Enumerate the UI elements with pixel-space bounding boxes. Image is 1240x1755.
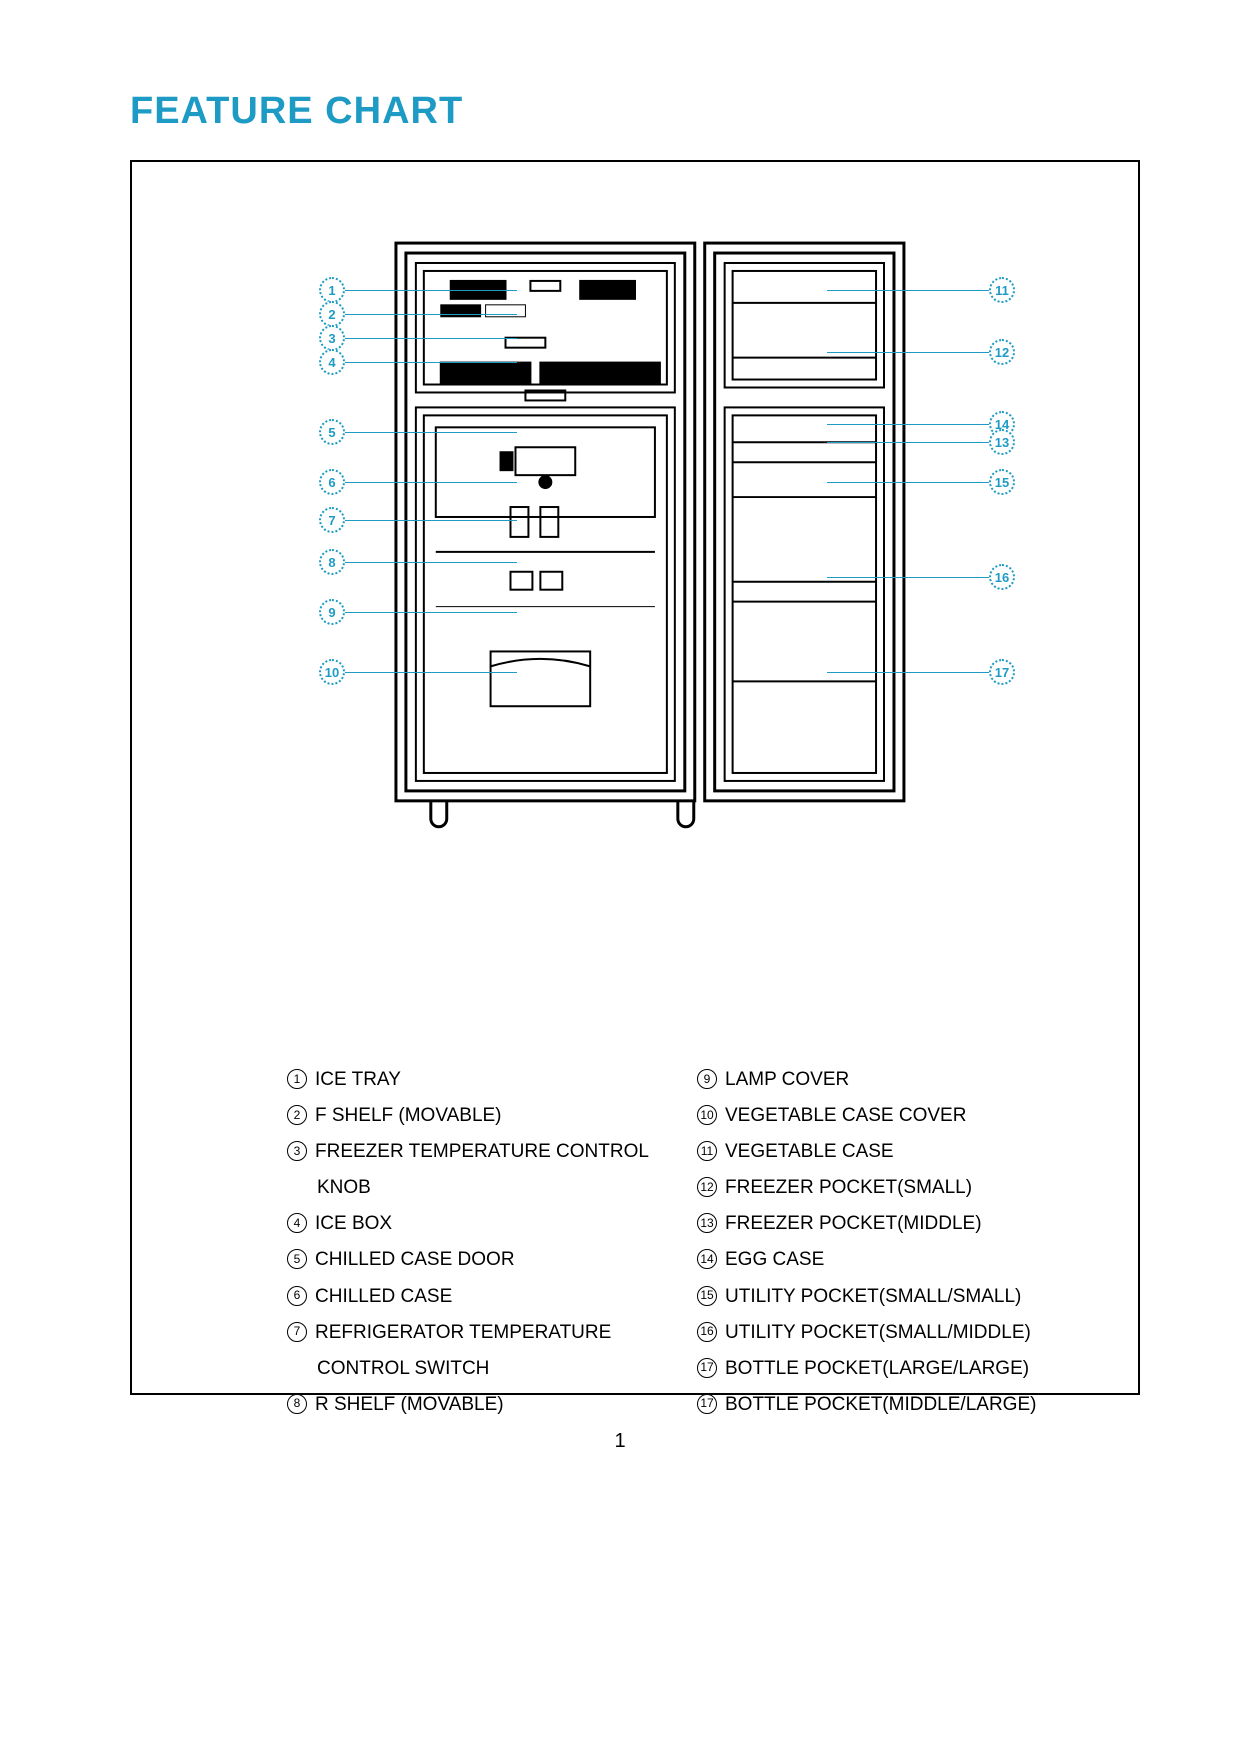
leader-line [345,520,517,521]
legend-item: 2 F SHELF (MOVABLE) [287,1098,657,1134]
callout-3: 3 [319,325,345,351]
callout-13: 13 [989,429,1015,455]
legend-text: FREEZER POCKET(SMALL) [725,1170,1067,1206]
legend-text: F SHELF (MOVABLE) [315,1098,657,1134]
legend-text: EGG CASE [725,1242,1067,1278]
legend-number: 2 [287,1105,307,1125]
leader-line [827,352,989,353]
legend-text: R SHELF (MOVABLE) [315,1387,657,1423]
callout-11: 11 [989,277,1015,303]
callout-7: 7 [319,507,345,533]
page-number: 1 [0,1430,1240,1453]
callout-15: 15 [989,469,1015,495]
legend-number: 10 [697,1105,717,1125]
legend-text: UTILITY POCKET(SMALL/MIDDLE) [725,1315,1067,1351]
legend-item: 10 VEGETABLE CASE COVER [697,1098,1067,1134]
page: FEATURE CHART [0,0,1240,1755]
leader-line [345,482,517,483]
legend-text-cont: KNOB [287,1170,657,1206]
legend-column-left: 1 ICE TRAY 2 F SHELF (MOVABLE) 3 FREEZER TEMP… [287,1062,657,1423]
callout-6: 6 [319,469,345,495]
legend-text: REFRIGERATOR TEMPERATURE [315,1315,657,1351]
legend-number: 17 [697,1394,717,1414]
legend-item: 1 ICE TRAY [287,1062,657,1098]
legend-number: 6 [287,1286,307,1306]
legend-text-cont: CONTROL SWITCH [287,1351,657,1387]
legend-item: 5 CHILLED CASE DOOR [287,1242,657,1278]
leader-line [827,577,989,578]
legend-number: 14 [697,1249,717,1269]
legend-number: 12 [697,1177,717,1197]
legend-item: 15 UTILITY POCKET(SMALL/SMALL) [697,1279,1067,1315]
legend-column-right: 9 LAMP COVER 10 VEGETABLE CASE COVER 11 VEGET… [697,1062,1067,1423]
legend-text: VEGETABLE CASE [725,1134,1067,1170]
legend-text: FREEZER TEMPERATURE CONTROL [315,1134,657,1170]
leader-line [345,612,517,613]
legend-number: 7 [287,1322,307,1342]
page-title: FEATURE CHART [130,90,463,133]
legend-text: BOTTLE POCKET(LARGE/LARGE) [725,1351,1067,1387]
legend-item: 17 BOTTLE POCKET(LARGE/LARGE) [697,1351,1067,1387]
legend-number: 8 [287,1394,307,1414]
callout-4: 4 [319,349,345,375]
leader-line [345,432,517,433]
leader-line [345,362,517,363]
legend-number: 1 [287,1069,307,1089]
leader-line [345,290,517,291]
leader-line [827,482,989,483]
leader-line [827,290,989,291]
callout-1: 1 [319,277,345,303]
legend-text: CHILLED CASE DOOR [315,1242,657,1278]
leader-line [345,314,517,315]
legend-number: 15 [697,1286,717,1306]
leader-line [827,424,989,425]
legend: 1 ICE TRAY 2 F SHELF (MOVABLE) 3 FREEZER TEMP… [287,1062,1067,1423]
legend-item: 8 R SHELF (MOVABLE) [287,1387,657,1423]
legend-item: 7 REFRIGERATOR TEMPERATURE [287,1315,657,1351]
legend-number: 11 [697,1141,717,1161]
legend-item: 6 CHILLED CASE [287,1279,657,1315]
legend-number: 9 [697,1069,717,1089]
legend-text: CHILLED CASE [315,1279,657,1315]
legend-item: 11 VEGETABLE CASE [697,1134,1067,1170]
legend-item: 13 FREEZER POCKET(MIDDLE) [697,1206,1067,1242]
legend-item: 4 ICE BOX [287,1206,657,1242]
legend-text: LAMP COVER [725,1062,1067,1098]
legend-text: ICE TRAY [315,1062,657,1098]
content-frame: 1234567891011121413151617 1ICE TRAY2F SH… [130,160,1140,1395]
legend-text: VEGETABLE CASE COVER [725,1098,1067,1134]
callout-5: 5 [319,419,345,445]
legend-item: 9 LAMP COVER [697,1062,1067,1098]
callout-12: 12 [989,339,1015,365]
legend-item: 12 FREEZER POCKET(SMALL) [697,1170,1067,1206]
legend-item: 14 EGG CASE [697,1242,1067,1278]
leader-line [345,338,517,339]
legend-item: 17 BOTTLE POCKET(MIDDLE/LARGE) [697,1387,1067,1423]
legend-text: BOTTLE POCKET(MIDDLE/LARGE) [725,1387,1067,1423]
leader-line [827,672,989,673]
callout-10: 10 [319,659,345,685]
callout-17: 17 [989,659,1015,685]
legend-text: UTILITY POCKET(SMALL/SMALL) [725,1279,1067,1315]
leader-line [345,562,517,563]
legend-number: 4 [287,1213,307,1233]
refrigerator-diagram [132,162,1138,862]
legend-item: 16 UTILITY POCKET(SMALL/MIDDLE) [697,1315,1067,1351]
legend-item: 3 FREEZER TEMPERATURE CONTROL [287,1134,657,1170]
legend-number: 5 [287,1249,307,1269]
callout-2: 2 [319,301,345,327]
leader-line [345,672,517,673]
callout-16: 16 [989,564,1015,590]
leader-line [827,442,989,443]
legend-number: 13 [697,1213,717,1233]
legend-text: FREEZER POCKET(MIDDLE) [725,1206,1067,1242]
legend-text: ICE BOX [315,1206,657,1242]
legend-number: 3 [287,1141,307,1161]
legend-number: 17 [697,1358,717,1378]
legend-number: 16 [697,1322,717,1342]
callout-8: 8 [319,549,345,575]
callout-9: 9 [319,599,345,625]
